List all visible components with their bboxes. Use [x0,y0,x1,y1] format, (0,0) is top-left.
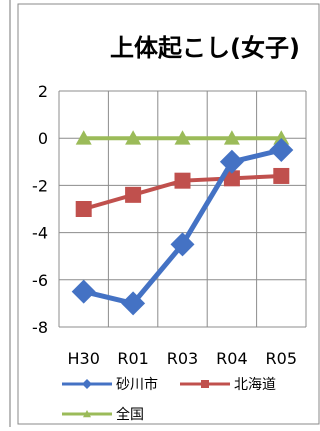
data-point [170,232,195,257]
series-layer [71,130,294,316]
chart-title: 上体起こし(女子) [110,34,300,62]
legend-label: 全国 [116,406,144,423]
legend-swatch-marker [201,380,209,388]
y-tick-label: -4 [32,224,48,243]
legend-item: 砂川市 [62,376,158,393]
legend-item: 全国 [62,406,144,423]
data-point [125,130,142,145]
x-tick-label: R01 [117,349,148,368]
series-triangle [75,130,290,145]
x-tick-label: H30 [68,349,100,368]
data-point [71,279,96,304]
axes: 2 0 -2 -4 -6 -8 H30 R01 R03 R04 R05 [32,82,297,368]
data-point [273,130,290,145]
legend-label: 北海道 [234,377,276,393]
legend-label: 砂川市 [116,376,158,393]
x-tick-label: R04 [216,349,247,368]
data-point [223,170,240,187]
y-tick-label: -8 [32,318,48,337]
data-point [273,167,290,184]
data-point [75,130,92,145]
series-diamond [71,138,294,316]
data-point [174,130,191,145]
data-point [125,186,142,203]
series-square [75,167,290,217]
x-tick-label: R05 [266,349,297,368]
legend-swatch-marker [82,379,92,389]
legend-swatch-marker [83,410,91,418]
data-point [121,291,146,316]
gridlines [58,90,307,328]
data-point [269,138,294,162]
data-point [223,130,240,145]
y-tick-label: 2 [38,82,48,101]
y-tick-label: -6 [32,271,48,290]
data-point [219,149,244,174]
x-tick-label: R03 [167,349,198,368]
y-tick-label: 0 [38,129,48,148]
data-point [75,201,92,217]
y-tick-label: -2 [32,176,48,195]
chart-frame [17,3,320,425]
data-point [174,172,191,189]
legend-item: 北海道 [180,377,276,393]
